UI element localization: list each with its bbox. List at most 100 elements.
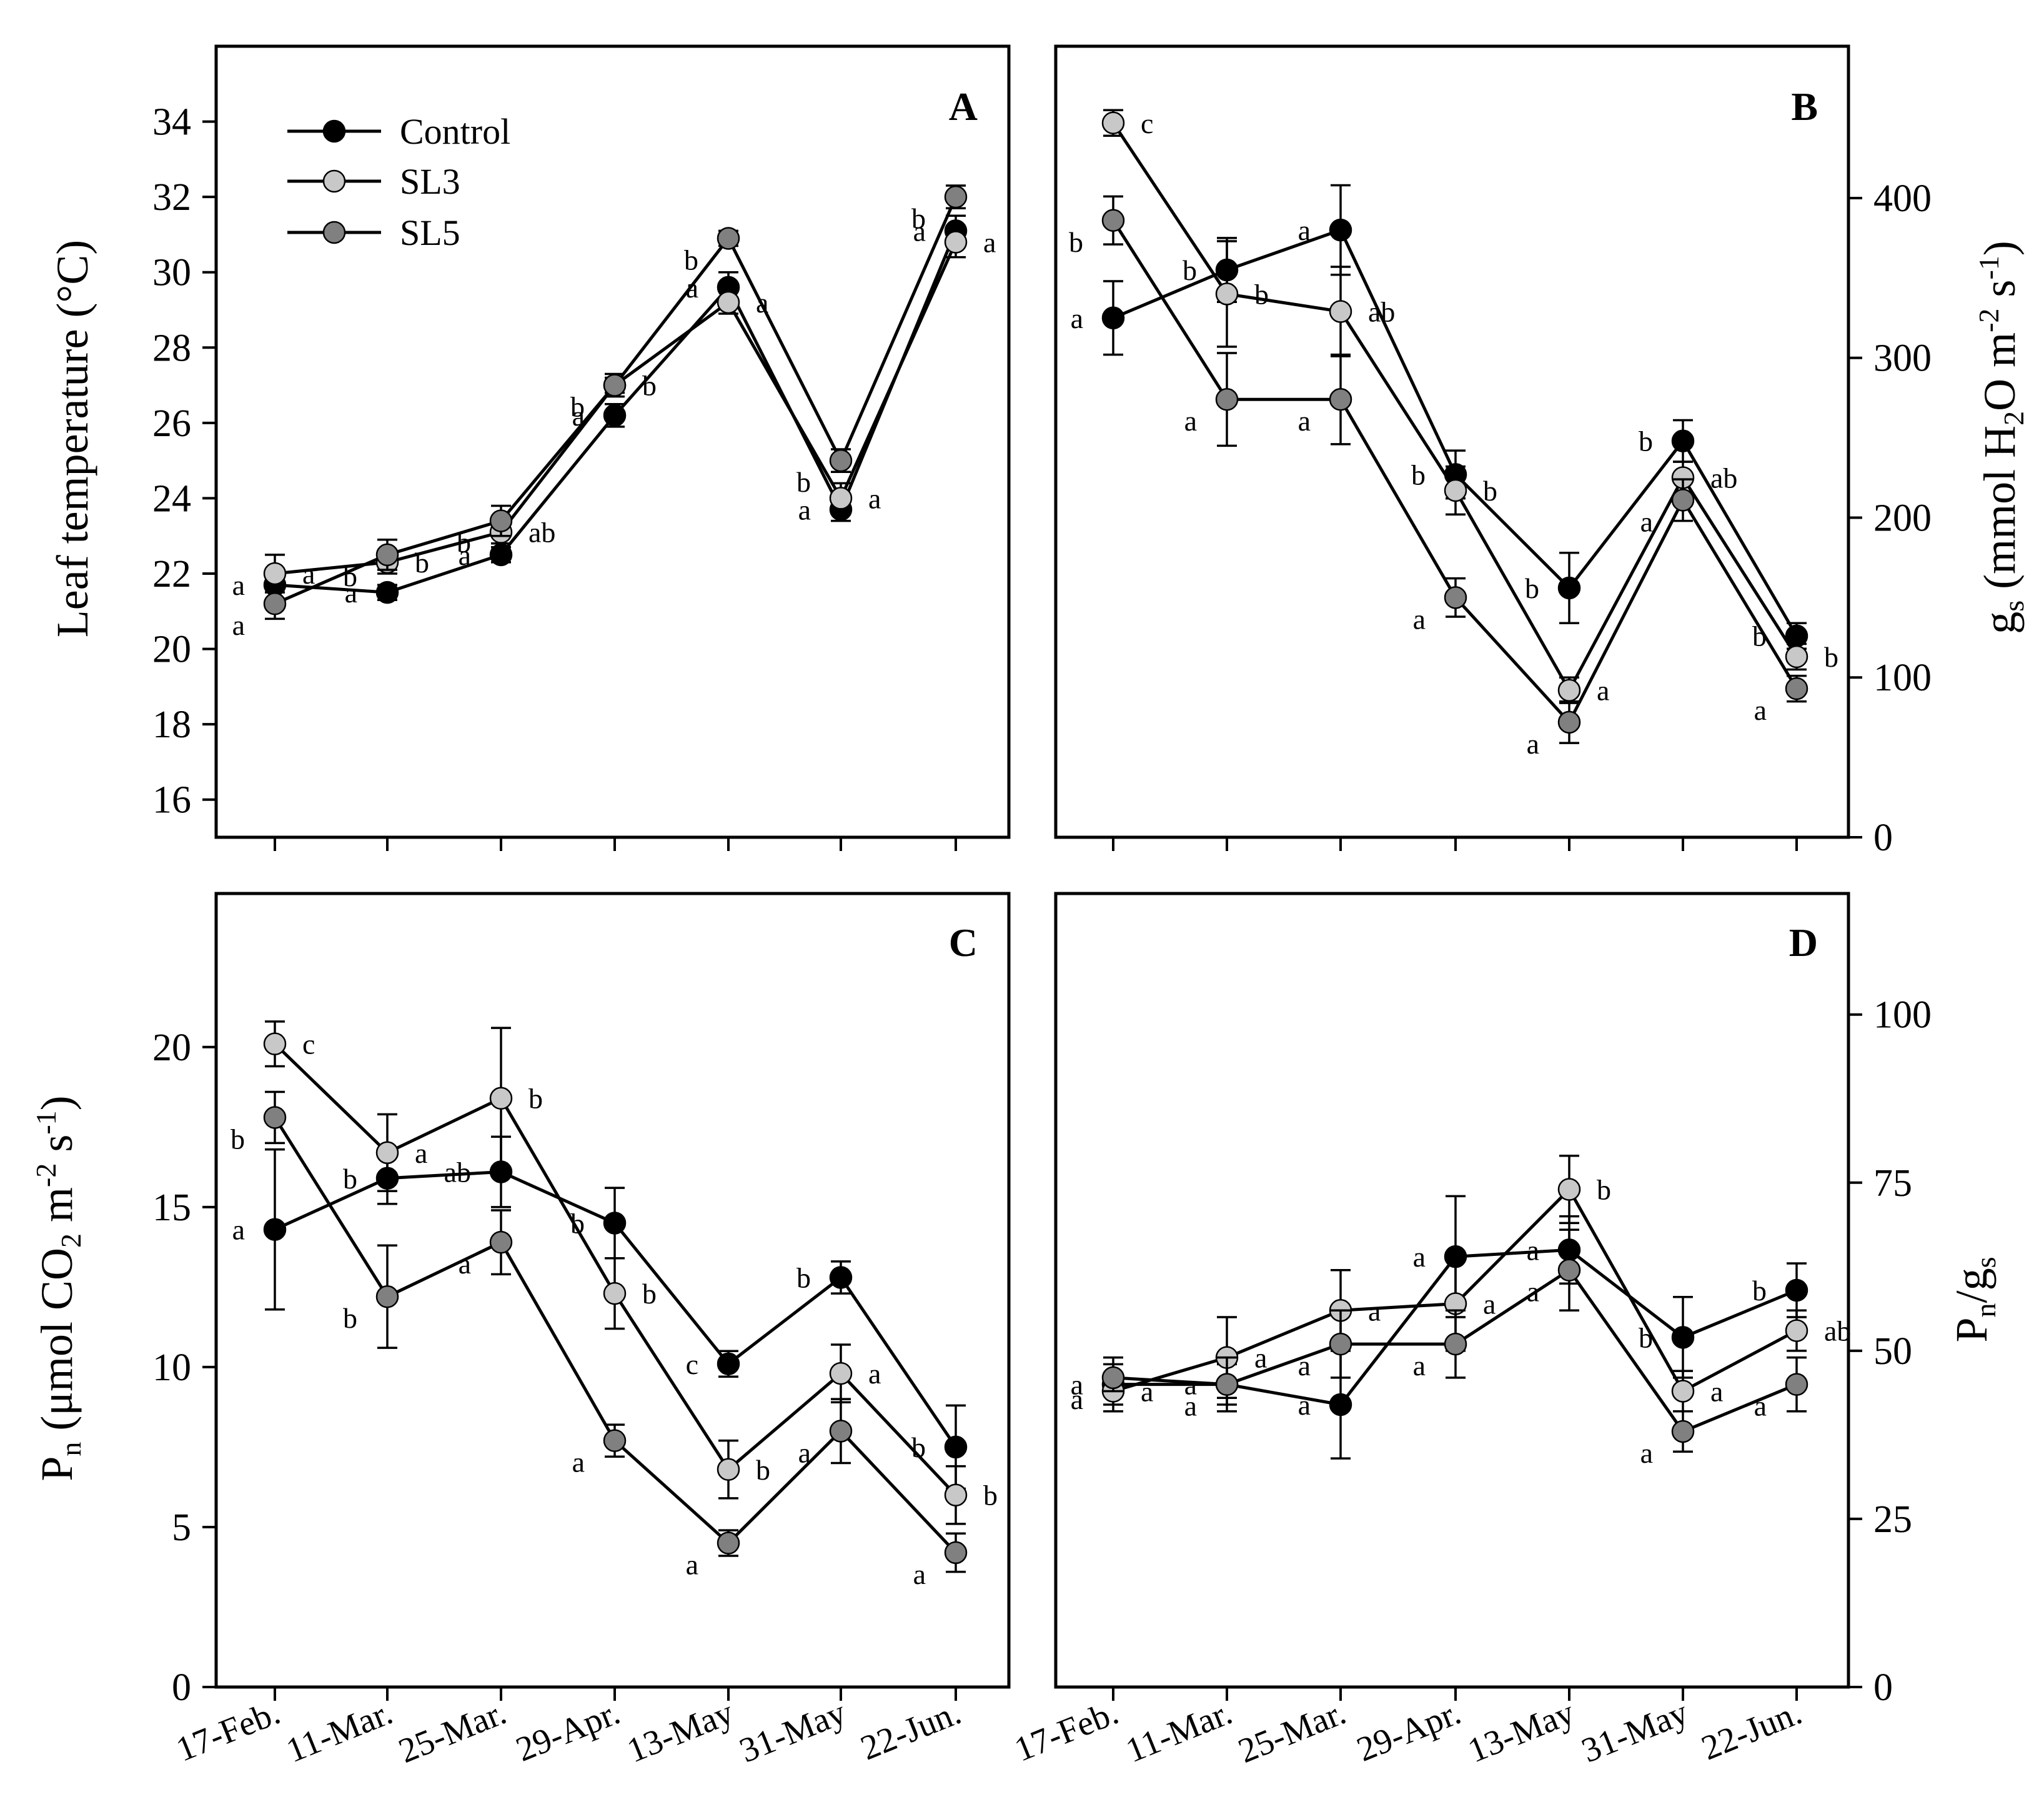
panel-C-significance-label: a	[232, 1214, 245, 1246]
panel-C-point-control	[829, 1266, 853, 1289]
panel-D-significance-label: a	[1413, 1241, 1426, 1273]
panel-D-point-control	[1785, 1278, 1808, 1302]
panel-A-y-tick-label: 24	[152, 477, 191, 520]
panel-A-significance-label: a	[345, 577, 357, 609]
panel-C-letter: C	[949, 920, 978, 965]
panel-C-significance-label: ab	[444, 1157, 471, 1188]
panel-B-significance-label: a	[1184, 405, 1197, 437]
panel-A-significance-label: a	[798, 494, 811, 526]
panel-B-significance-label: a	[1413, 603, 1426, 635]
panel-D-y-axis-title-text: Pn/gs	[1947, 1257, 2002, 1343]
panel-D: D Pn/gs	[1054, 892, 2002, 1689]
panel-C-y-tick-label: 5	[172, 1506, 191, 1549]
panel-C-point-control	[944, 1435, 968, 1459]
legend: Control SL3 SL5	[287, 111, 510, 253]
panel-D-point-sl5	[1671, 1420, 1695, 1443]
panel-B-significance-label: b	[1183, 254, 1197, 286]
legend-label-sl5: SL5	[400, 212, 460, 253]
panel-B-point-control	[1557, 576, 1581, 600]
panel-B-significance-label: b	[1069, 226, 1083, 258]
panel-C-point-sl3	[829, 1361, 853, 1385]
panel-A-point-control	[603, 404, 627, 427]
panel-D-significance-label: a	[1483, 1288, 1496, 1320]
panel-B-y-axis-title-text: gs (mmol H2O m-2 s-1)	[1973, 241, 2030, 634]
panel-A-y-axis-title: Leaf temperature (°C)	[47, 240, 97, 637]
panel-A-point-sl5	[489, 509, 513, 532]
panel-A-letter: A	[949, 84, 978, 129]
panel-C-significance-label: a	[686, 1549, 698, 1581]
panel-A-significance-label: b	[570, 391, 585, 423]
panel-B-point-sl3	[1557, 679, 1581, 702]
panel-C-significance-label: a	[459, 1248, 471, 1280]
panel-D-point-sl5	[1329, 1332, 1352, 1356]
panel-C-point-sl3	[944, 1483, 968, 1506]
panel-D-significance-label: a	[1184, 1390, 1197, 1422]
panel-D-y-tick-label: 100	[1873, 994, 1932, 1037]
panel-C-y-tick-label: 0	[172, 1666, 191, 1709]
panel-D-point-sl5	[1101, 1366, 1125, 1390]
panel-B-significance-label: a	[1071, 302, 1083, 334]
panel-C-point-sl3	[717, 1458, 740, 1481]
panel-C-point-control	[603, 1212, 627, 1235]
panel-D-significance-label: a	[1710, 1375, 1723, 1407]
panel-A-significance-label: b	[684, 244, 698, 276]
panel-A-significance-label: a	[232, 569, 245, 601]
panel-B-point-sl3	[1329, 300, 1352, 323]
panel-D-significance-label: a	[1527, 1234, 1539, 1266]
panel-C-significance-label: a	[572, 1446, 585, 1478]
panel-D-significance-label: a	[1640, 1437, 1653, 1469]
panel-B-significance-label: a	[1527, 728, 1539, 760]
panel-D-point-sl3	[1671, 1380, 1695, 1403]
panel-A-significance-label: a	[983, 226, 996, 258]
panel-A-significance-label: a	[868, 482, 881, 514]
panel-D-frame	[1054, 892, 1850, 1689]
panel-C-significance-label: b	[756, 1454, 770, 1486]
legend-item-control: Control	[287, 111, 510, 152]
panel-D-significance-label: ab	[1824, 1315, 1851, 1347]
panel-C-significance-label: b	[231, 1123, 245, 1155]
panel-B-y-tick-label: 100	[1873, 657, 1932, 699]
panel-C-y-axis-title-text: Pn (μmol CO2 m-2 s-1)	[30, 1095, 87, 1481]
panel-B-point-sl3	[1785, 645, 1808, 669]
panel-A-significance-label: a	[232, 609, 245, 641]
panel-D-significance-label: b	[1752, 1275, 1767, 1307]
panel-C-y-tick-label: 10	[152, 1347, 191, 1389]
panel-A-point-sl5	[944, 185, 968, 209]
panel-B-point-sl3	[1215, 282, 1239, 306]
panel-B-significance-label: a	[1298, 405, 1311, 437]
panel-B-significance-label: b	[1824, 641, 1838, 673]
panel-D-point-sl5	[1557, 1258, 1581, 1282]
panel-A-significance-label: b	[415, 547, 429, 579]
panel-D-significance-label: b	[1597, 1174, 1611, 1206]
panel-B-significance-label: b	[1483, 475, 1497, 507]
panel-B-significance-label: a	[1298, 214, 1311, 246]
panel-A-significance-label: b	[911, 202, 926, 234]
panel-B: B gs (mmol H2O m-2 s-1)	[1054, 44, 2030, 839]
panel-A-point-sl5	[717, 227, 740, 250]
panel-A-point-sl3	[263, 562, 287, 585]
panel-B-significance-label: b	[1639, 426, 1653, 457]
panel-B-y-tick-label: 400	[1873, 177, 1932, 220]
panel-A-y-tick-label: 18	[152, 704, 191, 746]
panel-C-y-tick-label: 15	[152, 1187, 191, 1229]
panel-D-point-sl5	[1444, 1332, 1467, 1356]
panel-C-significance-label: b	[642, 1278, 657, 1310]
panel-A-point-sl5	[375, 543, 399, 567]
panel-D-significance-label: a	[1141, 1375, 1153, 1407]
panel-C-point-sl3	[375, 1141, 399, 1165]
panel-A-significance-label: a	[302, 558, 315, 590]
panel-C-point-control	[717, 1352, 740, 1376]
panel-B-point-sl5	[1215, 387, 1239, 411]
panel-D-point-control	[1671, 1326, 1695, 1349]
panel-A-point-sl3	[829, 487, 853, 510]
panel-B-significance-label: c	[1141, 107, 1153, 139]
panel-C-point-sl3	[603, 1282, 627, 1305]
panel-B-significance-label: b	[1411, 459, 1426, 490]
panel-A-significance-label: a	[459, 539, 471, 571]
panel-A-significance-label: a	[913, 215, 926, 247]
panel-B-significance-label: b	[1752, 620, 1767, 652]
panel-B-y-tick-label: 200	[1873, 497, 1932, 539]
panel-A-y-tick-label: 16	[152, 779, 191, 822]
panel-B-y-tick-label: 0	[1873, 817, 1893, 859]
